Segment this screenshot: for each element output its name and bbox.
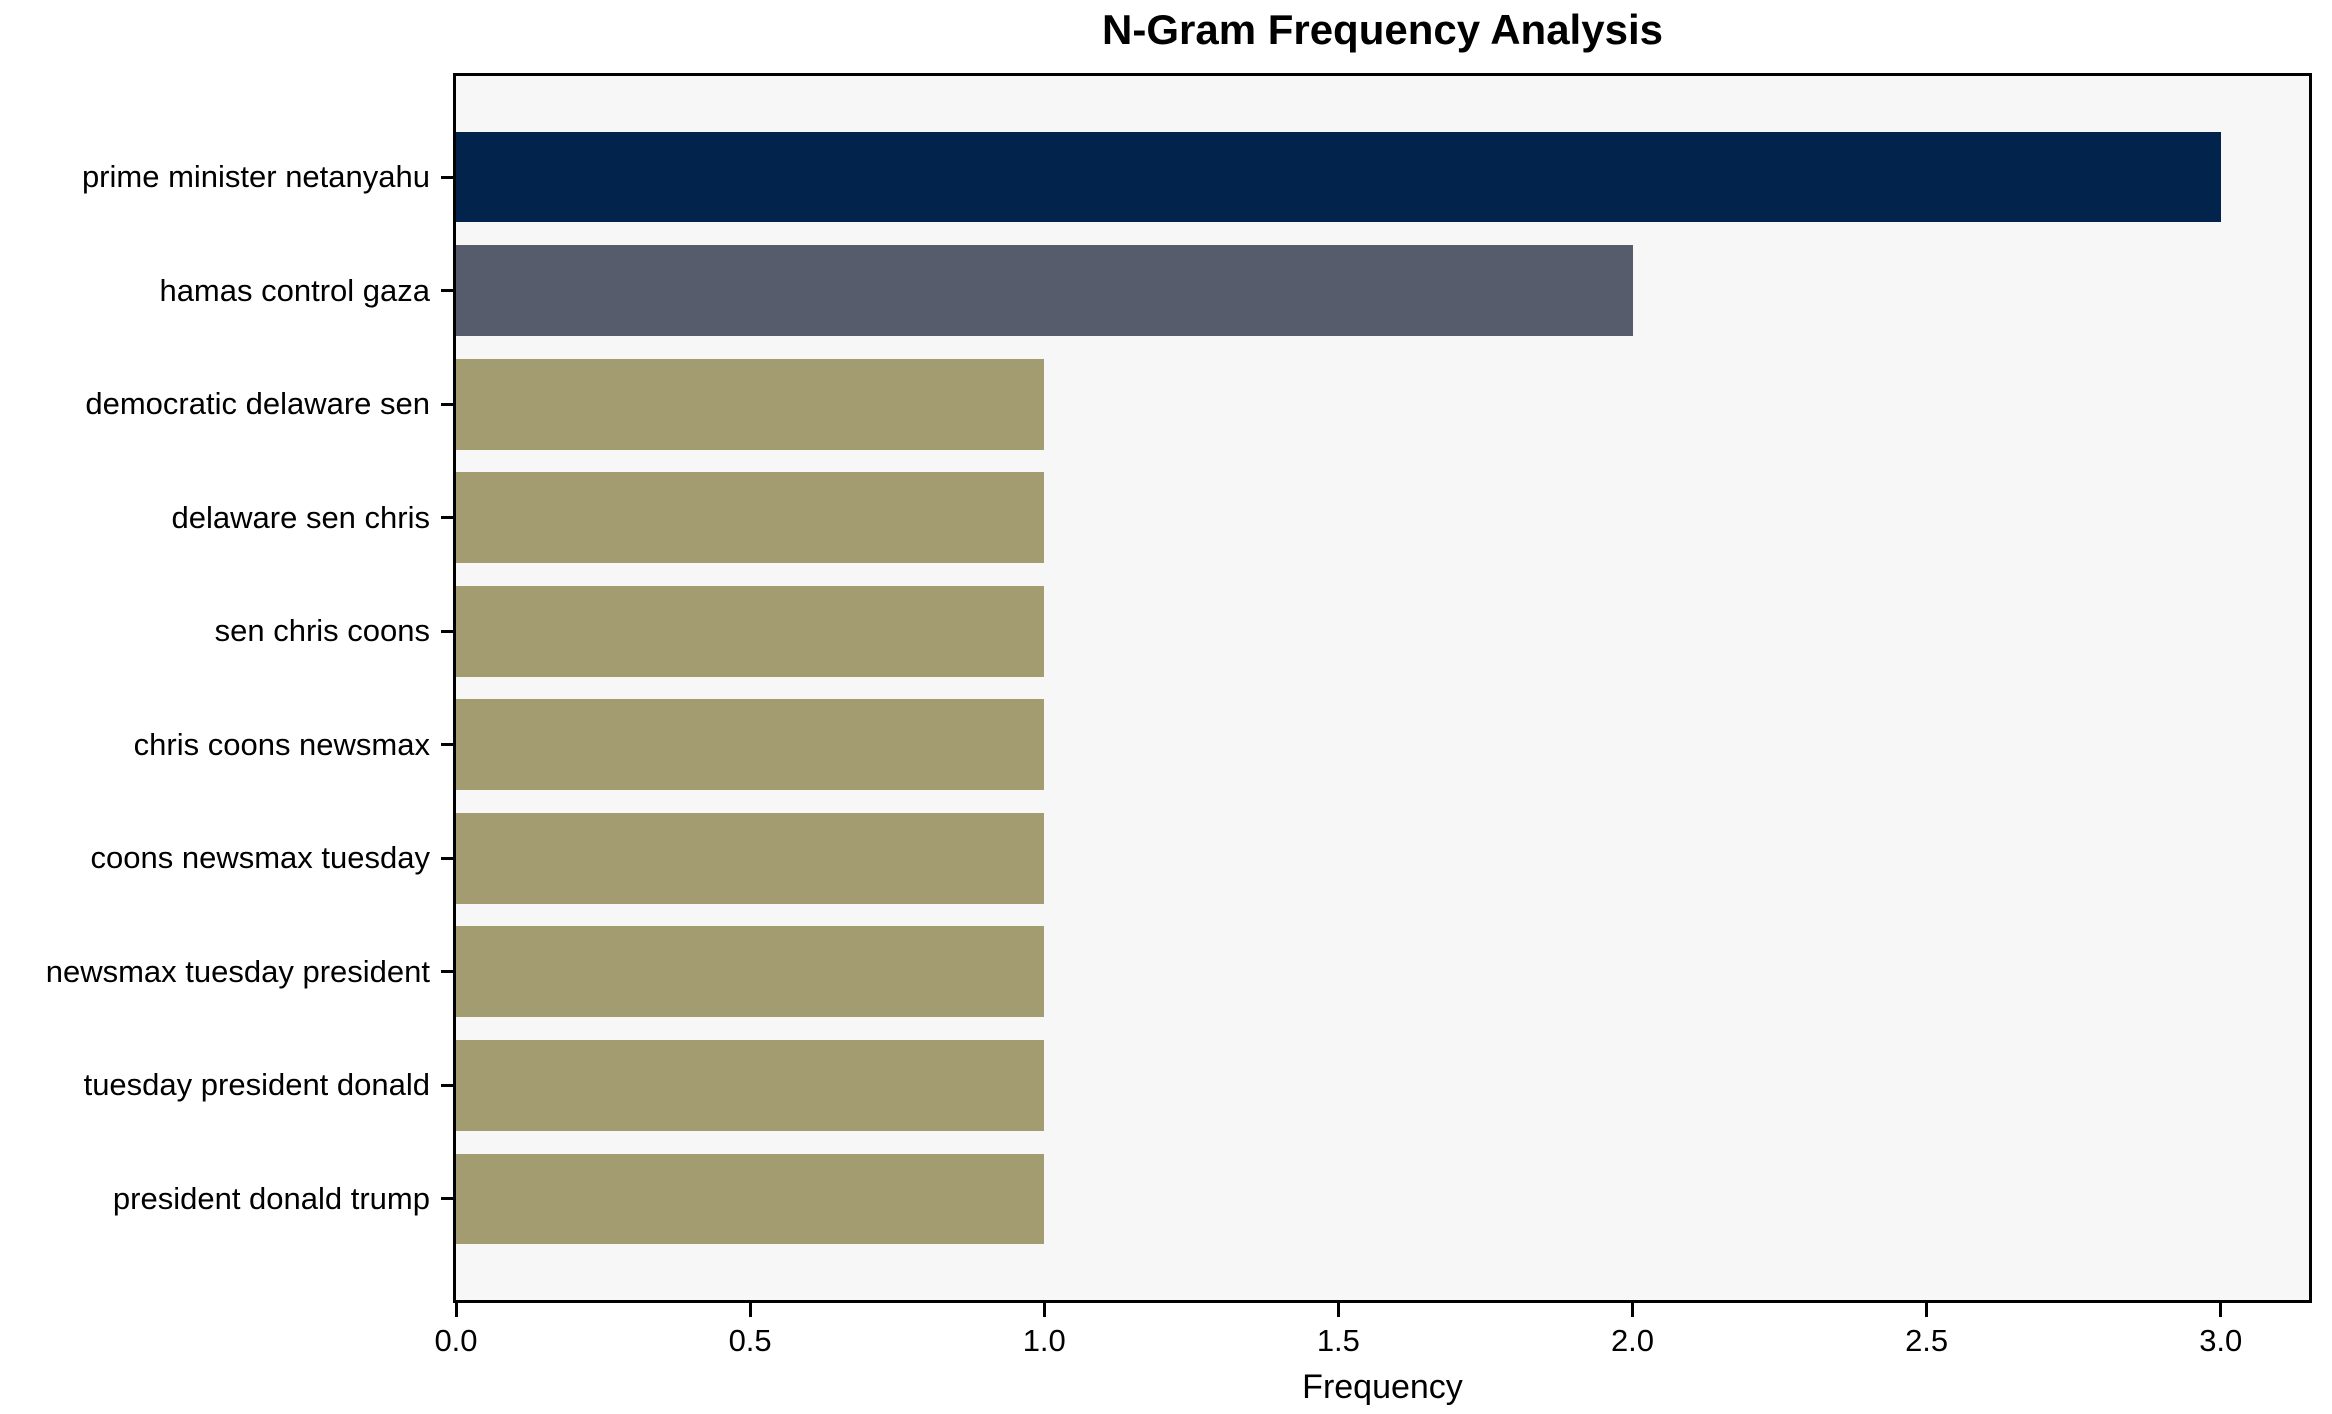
y-tick-label: hamas control gaza xyxy=(159,272,430,308)
y-tick-label: newsmax tuesday president xyxy=(45,953,430,989)
y-tick-label: prime minister netanyahu xyxy=(81,159,430,195)
x-tick-label: 1.5 xyxy=(1316,1323,1360,1358)
x-tick-label: 2.5 xyxy=(1905,1323,1949,1358)
bar-7 xyxy=(456,926,1045,1018)
y-tick-mark xyxy=(441,402,453,406)
x-tick-label: 0.0 xyxy=(434,1323,478,1358)
y-tick-label: sen chris coons xyxy=(214,613,430,649)
bar-4 xyxy=(456,585,1045,677)
bar-1 xyxy=(456,245,1633,336)
x-tick-mark xyxy=(1631,1303,1634,1317)
y-tick-label: chris coons newsmax xyxy=(133,726,430,762)
y-tick-label: democratic delaware sen xyxy=(85,386,430,422)
y-tick-mark xyxy=(441,175,453,179)
x-tick-label: 1.0 xyxy=(1022,1323,1066,1358)
y-tick-mark xyxy=(441,516,453,520)
x-tick-mark xyxy=(2219,1303,2223,1317)
y-tick-mark xyxy=(441,1083,453,1087)
x-tick-label: 3.0 xyxy=(2199,1323,2243,1358)
x-tick-label: 2.0 xyxy=(1610,1323,1655,1358)
x-tick-mark xyxy=(1042,1303,1046,1317)
bar-6 xyxy=(456,812,1045,904)
y-tick-mark xyxy=(441,856,453,860)
bar-3 xyxy=(456,472,1045,564)
y-tick-label: president donald trump xyxy=(112,1180,430,1216)
chart-title: N-Gram Frequency Analysis xyxy=(1102,6,1663,53)
y-tick-label: tuesday president donald xyxy=(83,1067,430,1103)
x-axis-title: Frequency xyxy=(1302,1368,1463,1406)
x-tick-mark xyxy=(1925,1303,1929,1317)
y-tick-mark xyxy=(441,1197,453,1201)
x-tick-mark xyxy=(748,1303,752,1317)
x-tick-label: 0.5 xyxy=(728,1323,772,1358)
bar-5 xyxy=(456,699,1045,791)
x-tick-mark xyxy=(454,1303,458,1317)
bar-2 xyxy=(456,358,1045,450)
y-tick-mark xyxy=(441,970,453,974)
x-tick-mark xyxy=(1336,1303,1340,1317)
bar-8 xyxy=(456,1039,1045,1131)
bar-0 xyxy=(456,131,2221,223)
y-tick-mark xyxy=(441,743,453,747)
y-tick-label: coons newsmax tuesday xyxy=(90,840,430,876)
y-tick-mark xyxy=(441,629,453,633)
y-tick-label: delaware sen chris xyxy=(171,499,430,535)
bar-9 xyxy=(456,1153,1045,1245)
y-tick-mark xyxy=(441,289,453,293)
plot-area xyxy=(453,73,2312,1303)
